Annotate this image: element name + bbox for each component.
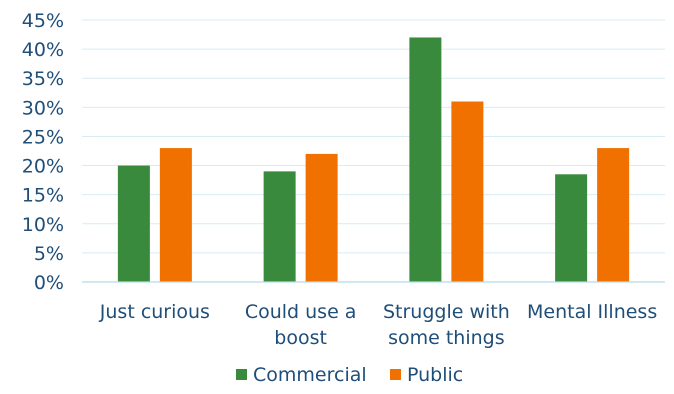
y-axis-tick-labels: 0% 5% 10% 15% 20% 25% 30% 35% 40% 45% (22, 10, 64, 294)
legend-swatch-public (390, 369, 401, 380)
y-tick-label: 10% (22, 214, 64, 236)
y-tick-label: 20% (22, 156, 64, 178)
bar-commercial (409, 37, 442, 282)
x-category-label: Struggle with some things (383, 301, 510, 349)
y-tick-label: 30% (22, 97, 64, 119)
x-category-label: Could use a boost (245, 301, 357, 349)
y-tick-label: 0% (34, 272, 64, 294)
bar-public (597, 148, 630, 282)
y-tick-label: 40% (22, 39, 64, 61)
x-category-label: Mental Illness (527, 301, 657, 323)
legend-label-commercial: Commercial (253, 364, 367, 386)
bar-commercial (117, 165, 150, 282)
legend-label-public: Public (407, 364, 463, 386)
legend-swatch-commercial (236, 369, 247, 380)
y-tick-label: 35% (22, 68, 64, 90)
bar-commercial (263, 171, 296, 282)
y-tick-label: 15% (22, 185, 64, 207)
bar-public (305, 153, 338, 282)
bar-public (159, 148, 192, 282)
y-tick-label: 5% (34, 243, 64, 265)
x-axis-category-labels: Just curious Could use a boost Struggle wit… (99, 301, 657, 349)
x-category-label: Just curious (99, 301, 210, 323)
y-tick-label: 45% (22, 10, 64, 32)
bars (117, 37, 630, 282)
bar-public (451, 101, 484, 282)
y-tick-label: 25% (22, 126, 64, 148)
legend: Commercial Public (236, 364, 463, 386)
bar-commercial (555, 174, 588, 282)
